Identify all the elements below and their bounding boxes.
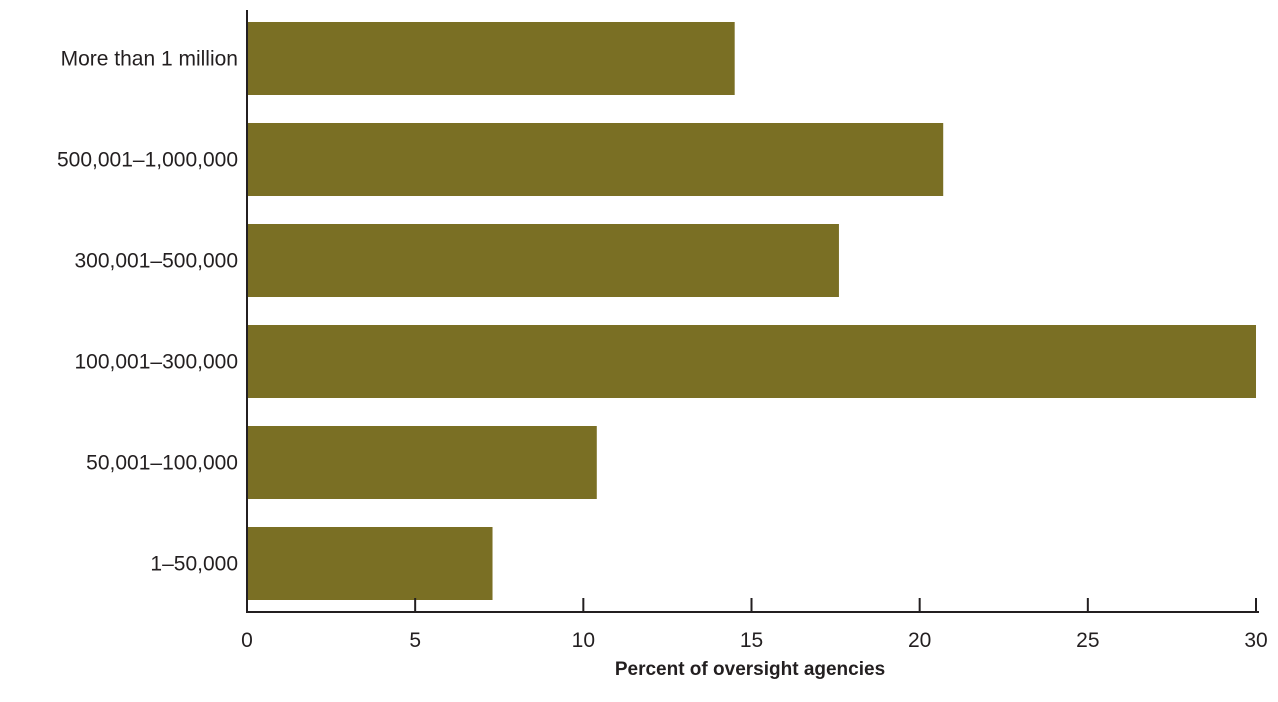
x-tick-label: 25 [1076,629,1099,652]
bars-group [247,22,1256,600]
category-label: 1–50,000 [150,553,238,576]
bar [247,123,944,196]
bar [247,325,1256,398]
bar [247,527,493,600]
x-tick-label: 30 [1244,629,1267,652]
category-label: 50,001–100,000 [86,452,238,475]
x-tick-label: 5 [409,629,421,652]
x-axis-title: Percent of oversight agencies [615,659,885,680]
bar [247,426,597,499]
category-label: More than 1 million [61,48,238,71]
bar [247,224,839,297]
bar [247,22,735,95]
x-tick-label: 10 [572,629,595,652]
category-label: 500,001–1,000,000 [57,149,238,172]
x-tick-label: 20 [908,629,931,652]
category-label: 300,001–500,000 [75,250,239,273]
x-tick-label: 15 [740,629,763,652]
x-tick-label: 0 [241,629,253,652]
x-axis-ticks: 0 5 10 15 20 25 30 [241,598,1268,652]
category-label: 100,001–300,000 [75,351,239,374]
category-labels: More than 1 million 500,001–1,000,000 300,… [57,48,238,576]
